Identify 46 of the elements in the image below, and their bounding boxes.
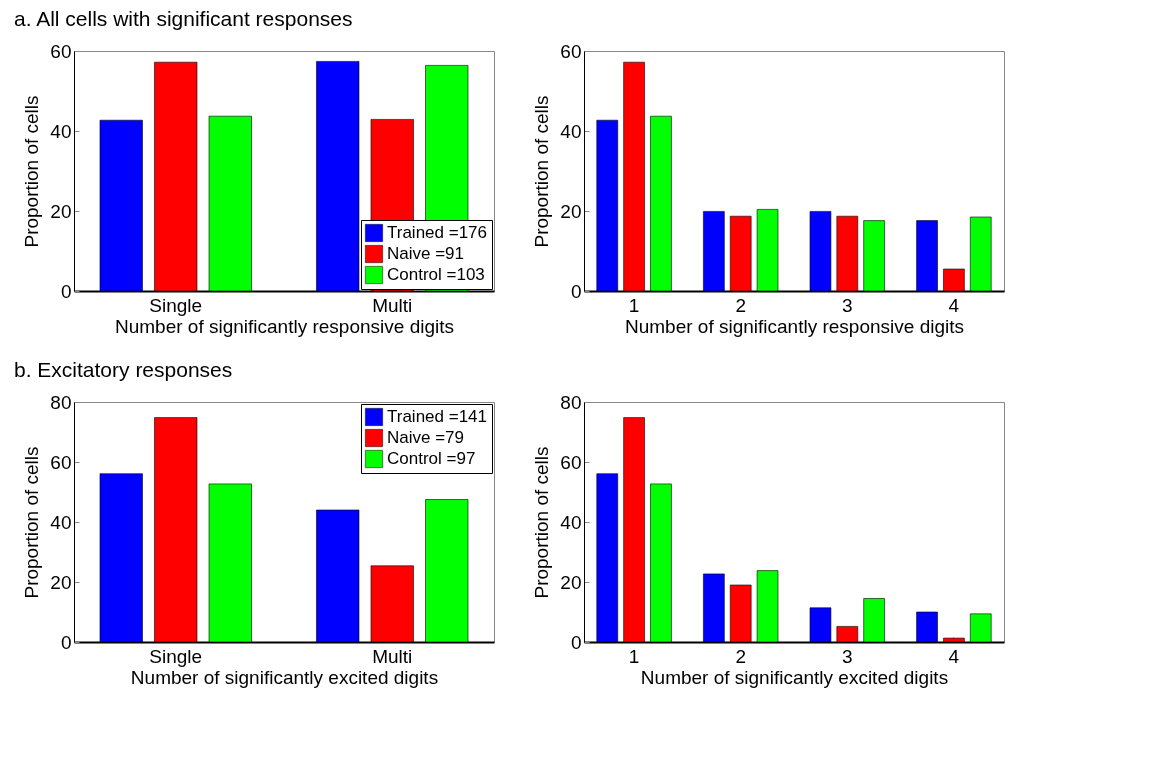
x-tick-label: 2: [735, 294, 746, 316]
y-tick-label: 80: [560, 391, 582, 413]
y-tick-label: 40: [50, 511, 72, 533]
y-tick-label: 40: [560, 511, 582, 533]
y-axis-title: Proportion of cells: [531, 446, 553, 599]
x-tick-label: 4: [948, 294, 960, 316]
y-tick-label: 0: [570, 631, 582, 653]
x-tick-label: Single: [149, 645, 203, 667]
y-tick-label: 0: [60, 280, 72, 302]
y-axis-title: Proportion of cells: [531, 95, 553, 248]
y-tick-label: 60: [560, 451, 582, 473]
y-tick-label: 60: [50, 451, 72, 473]
x-tick-label: 3: [842, 645, 853, 667]
legend-label: Control =103: [387, 265, 485, 284]
y-axis-title: Proportion of cells: [21, 95, 43, 248]
x-tick-label: 2: [735, 645, 746, 667]
x-tick-label: Multi: [372, 294, 413, 316]
x-tick-label: Multi: [372, 645, 413, 667]
x-tick-label: 1: [628, 645, 640, 667]
y-axis-title: Proportion of cells: [21, 446, 43, 599]
x-tick-label: 3: [842, 294, 853, 316]
y-tick-label: 80: [50, 391, 72, 413]
chart-title: b. Excitatory responses: [14, 358, 233, 381]
y-tick-label: 20: [560, 200, 582, 222]
y-tick-label: 60: [50, 40, 72, 62]
x-axis-title: Number of significantly excited digits: [130, 666, 439, 688]
y-tick-label: 0: [60, 631, 72, 653]
chart-title: a. All cells with significant responses: [14, 7, 353, 30]
y-tick-label: 20: [560, 571, 582, 593]
y-tick-label: 20: [50, 200, 72, 222]
y-tick-label: 40: [50, 120, 72, 142]
legend-label: Naive =91: [387, 244, 465, 263]
x-tick-label: 4: [948, 645, 960, 667]
x-axis-title: Number of significantly responsive digits: [625, 315, 964, 337]
x-axis-title: Number of significantly excited digits: [640, 666, 949, 688]
y-tick-label: 40: [560, 120, 582, 142]
x-tick-label: Single: [149, 294, 203, 316]
y-tick-label: 0: [570, 280, 582, 302]
legend-label: Trained =176: [387, 223, 488, 242]
x-tick-label: 1: [628, 294, 640, 316]
legend-label: Control =97: [387, 449, 476, 468]
legend-label: Naive =79: [387, 428, 465, 447]
y-tick-label: 60: [560, 40, 582, 62]
legend-label: Trained =141: [387, 407, 488, 426]
x-axis-title: Number of significantly responsive digits: [115, 315, 454, 337]
y-tick-label: 20: [50, 571, 72, 593]
